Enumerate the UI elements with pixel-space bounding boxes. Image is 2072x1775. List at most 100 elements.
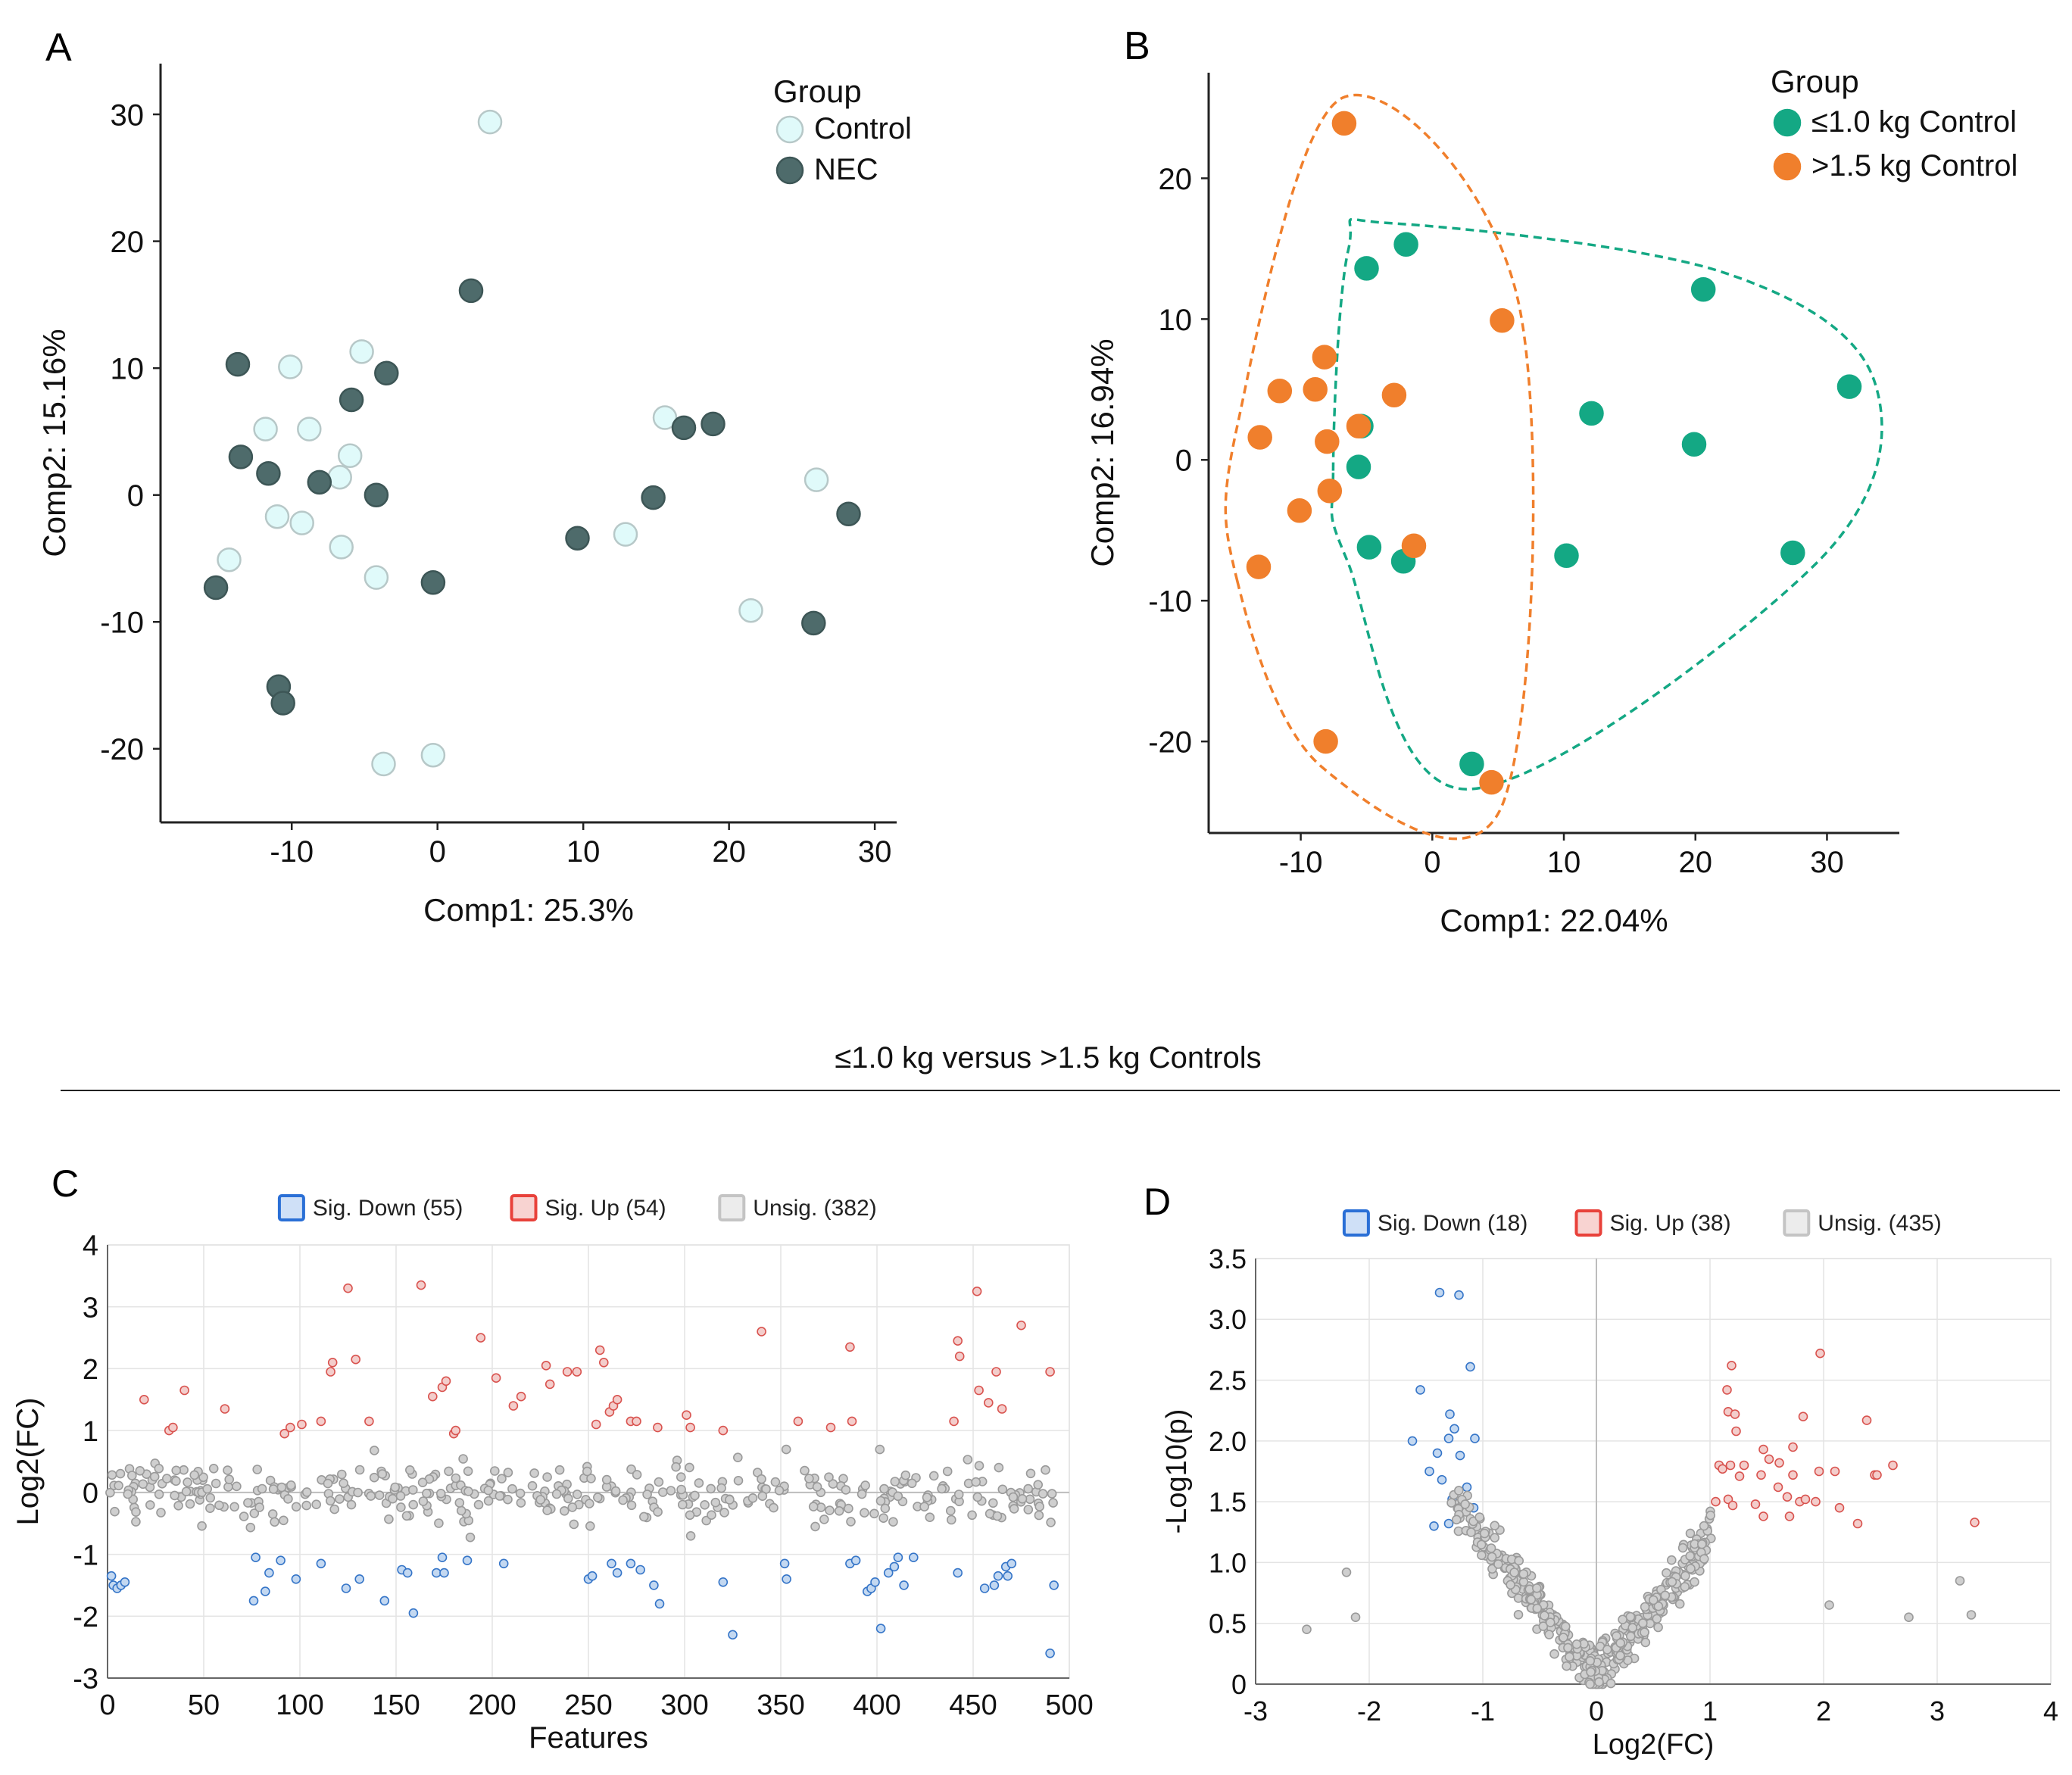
- data-point: [364, 1416, 374, 1427]
- y-tick-label: 4: [83, 1231, 98, 1262]
- data-point: [329, 1504, 340, 1515]
- data-point: [857, 1489, 867, 1499]
- data-point: [408, 1608, 419, 1618]
- data-point: [232, 1481, 242, 1492]
- data-point: [171, 1465, 181, 1476]
- data-point: [402, 1568, 413, 1578]
- data-point: [1540, 1611, 1549, 1621]
- data-point: [572, 1367, 582, 1377]
- data-point: [173, 1501, 183, 1511]
- y-tick-label: 2.5: [1209, 1365, 1247, 1396]
- data-point: [1734, 1471, 1745, 1481]
- data-point: [676, 1472, 686, 1482]
- y-tick-label: 1.0: [1209, 1547, 1247, 1578]
- data-point: [1800, 1494, 1811, 1505]
- data-point: [993, 1571, 1003, 1581]
- data-point: [1638, 1618, 1648, 1628]
- data-point: [1312, 345, 1337, 370]
- data-point: [276, 1555, 286, 1565]
- data-point: [1267, 378, 1293, 404]
- data-point: [291, 1502, 301, 1512]
- data-point: [1049, 1580, 1059, 1590]
- data-point: [707, 1510, 716, 1520]
- data-point: [757, 1491, 768, 1501]
- data-point: [1459, 751, 1484, 777]
- data-point: [1562, 1661, 1571, 1671]
- data-point: [559, 1506, 569, 1516]
- data-point: [1490, 1533, 1499, 1543]
- data-point: [774, 1486, 785, 1496]
- data-point: [454, 1498, 465, 1508]
- data-point: [567, 1502, 578, 1512]
- data-point: [716, 1483, 726, 1493]
- data-point: [1830, 1466, 1840, 1477]
- data-point: [1680, 1571, 1690, 1581]
- data-point: [503, 1468, 513, 1477]
- y-tick-label: 20: [1159, 163, 1193, 196]
- data-point: [1407, 1436, 1418, 1446]
- data-point: [498, 1558, 509, 1569]
- x-tick-label: 200: [468, 1689, 516, 1721]
- data-point: [384, 1514, 394, 1524]
- series-control: [217, 109, 829, 777]
- x-tick-label: 2: [1816, 1695, 1831, 1727]
- data-point: [653, 1507, 663, 1517]
- data-point: [1677, 1543, 1688, 1553]
- data-point: [245, 1522, 256, 1533]
- x-tick-label: 100: [276, 1689, 323, 1721]
- data-point: [205, 1503, 215, 1513]
- legend-label: NEC: [814, 153, 878, 186]
- data-point: [1586, 1667, 1596, 1677]
- data-point: [888, 1517, 898, 1527]
- data-point: [114, 1480, 123, 1491]
- data-point: [1602, 1645, 1612, 1655]
- legend-marker: [1773, 152, 1802, 181]
- data-point: [316, 1416, 326, 1427]
- legend-marker: [1342, 1209, 1370, 1237]
- data-point: [677, 1499, 688, 1510]
- data-point: [1780, 540, 1805, 566]
- data-point: [1246, 554, 1272, 579]
- data-point: [339, 387, 364, 413]
- series-nec: [203, 278, 861, 716]
- x-tick-label: -3: [1244, 1695, 1268, 1727]
- data-point: [1824, 1600, 1834, 1610]
- data-point: [594, 1345, 605, 1355]
- data-point: [354, 1574, 365, 1584]
- data-point: [1415, 1385, 1425, 1395]
- y-tick-label: 1.5: [1209, 1486, 1247, 1518]
- data-point: [682, 1410, 691, 1420]
- data-point: [1594, 1677, 1604, 1687]
- data-point: [379, 1596, 390, 1606]
- data-point: [420, 742, 446, 768]
- data-point: [824, 1472, 834, 1482]
- panel-label: C: [51, 1162, 79, 1205]
- data-point: [585, 1521, 595, 1531]
- data-point: [139, 1395, 149, 1405]
- panel-d: D -3 -2 -1 0 1 2 3 4 0 0.5 1.0 1.5 2.0 2.5 3.0 3.5 Log2(F…: [1144, 1181, 2058, 1761]
- data-point: [953, 1336, 963, 1346]
- panel-label: B: [1124, 24, 1150, 68]
- data-point: [591, 1419, 601, 1430]
- data-point: [649, 1580, 659, 1590]
- data-point: [612, 1395, 623, 1405]
- series-sig-up: [1711, 1348, 1980, 1529]
- data-point: [417, 1477, 428, 1487]
- data-point: [1247, 425, 1272, 450]
- x-tick-label: 0: [429, 835, 446, 869]
- data-point: [582, 1466, 592, 1477]
- data-point: [1424, 1466, 1434, 1477]
- data-point: [346, 1499, 357, 1510]
- x-tick-label: 10: [566, 835, 601, 869]
- data-point: [563, 1493, 573, 1504]
- data-point: [115, 1468, 126, 1479]
- data-point: [1640, 1627, 1649, 1637]
- data-point: [801, 610, 826, 636]
- data-point: [1303, 377, 1328, 402]
- data-point: [1023, 1483, 1033, 1494]
- y-tick-label: 0.5: [1209, 1608, 1247, 1639]
- x-tick-label: 0: [1424, 846, 1440, 879]
- data-point: [156, 1508, 166, 1518]
- data-point: [341, 1583, 351, 1593]
- data-point: [1445, 1409, 1455, 1419]
